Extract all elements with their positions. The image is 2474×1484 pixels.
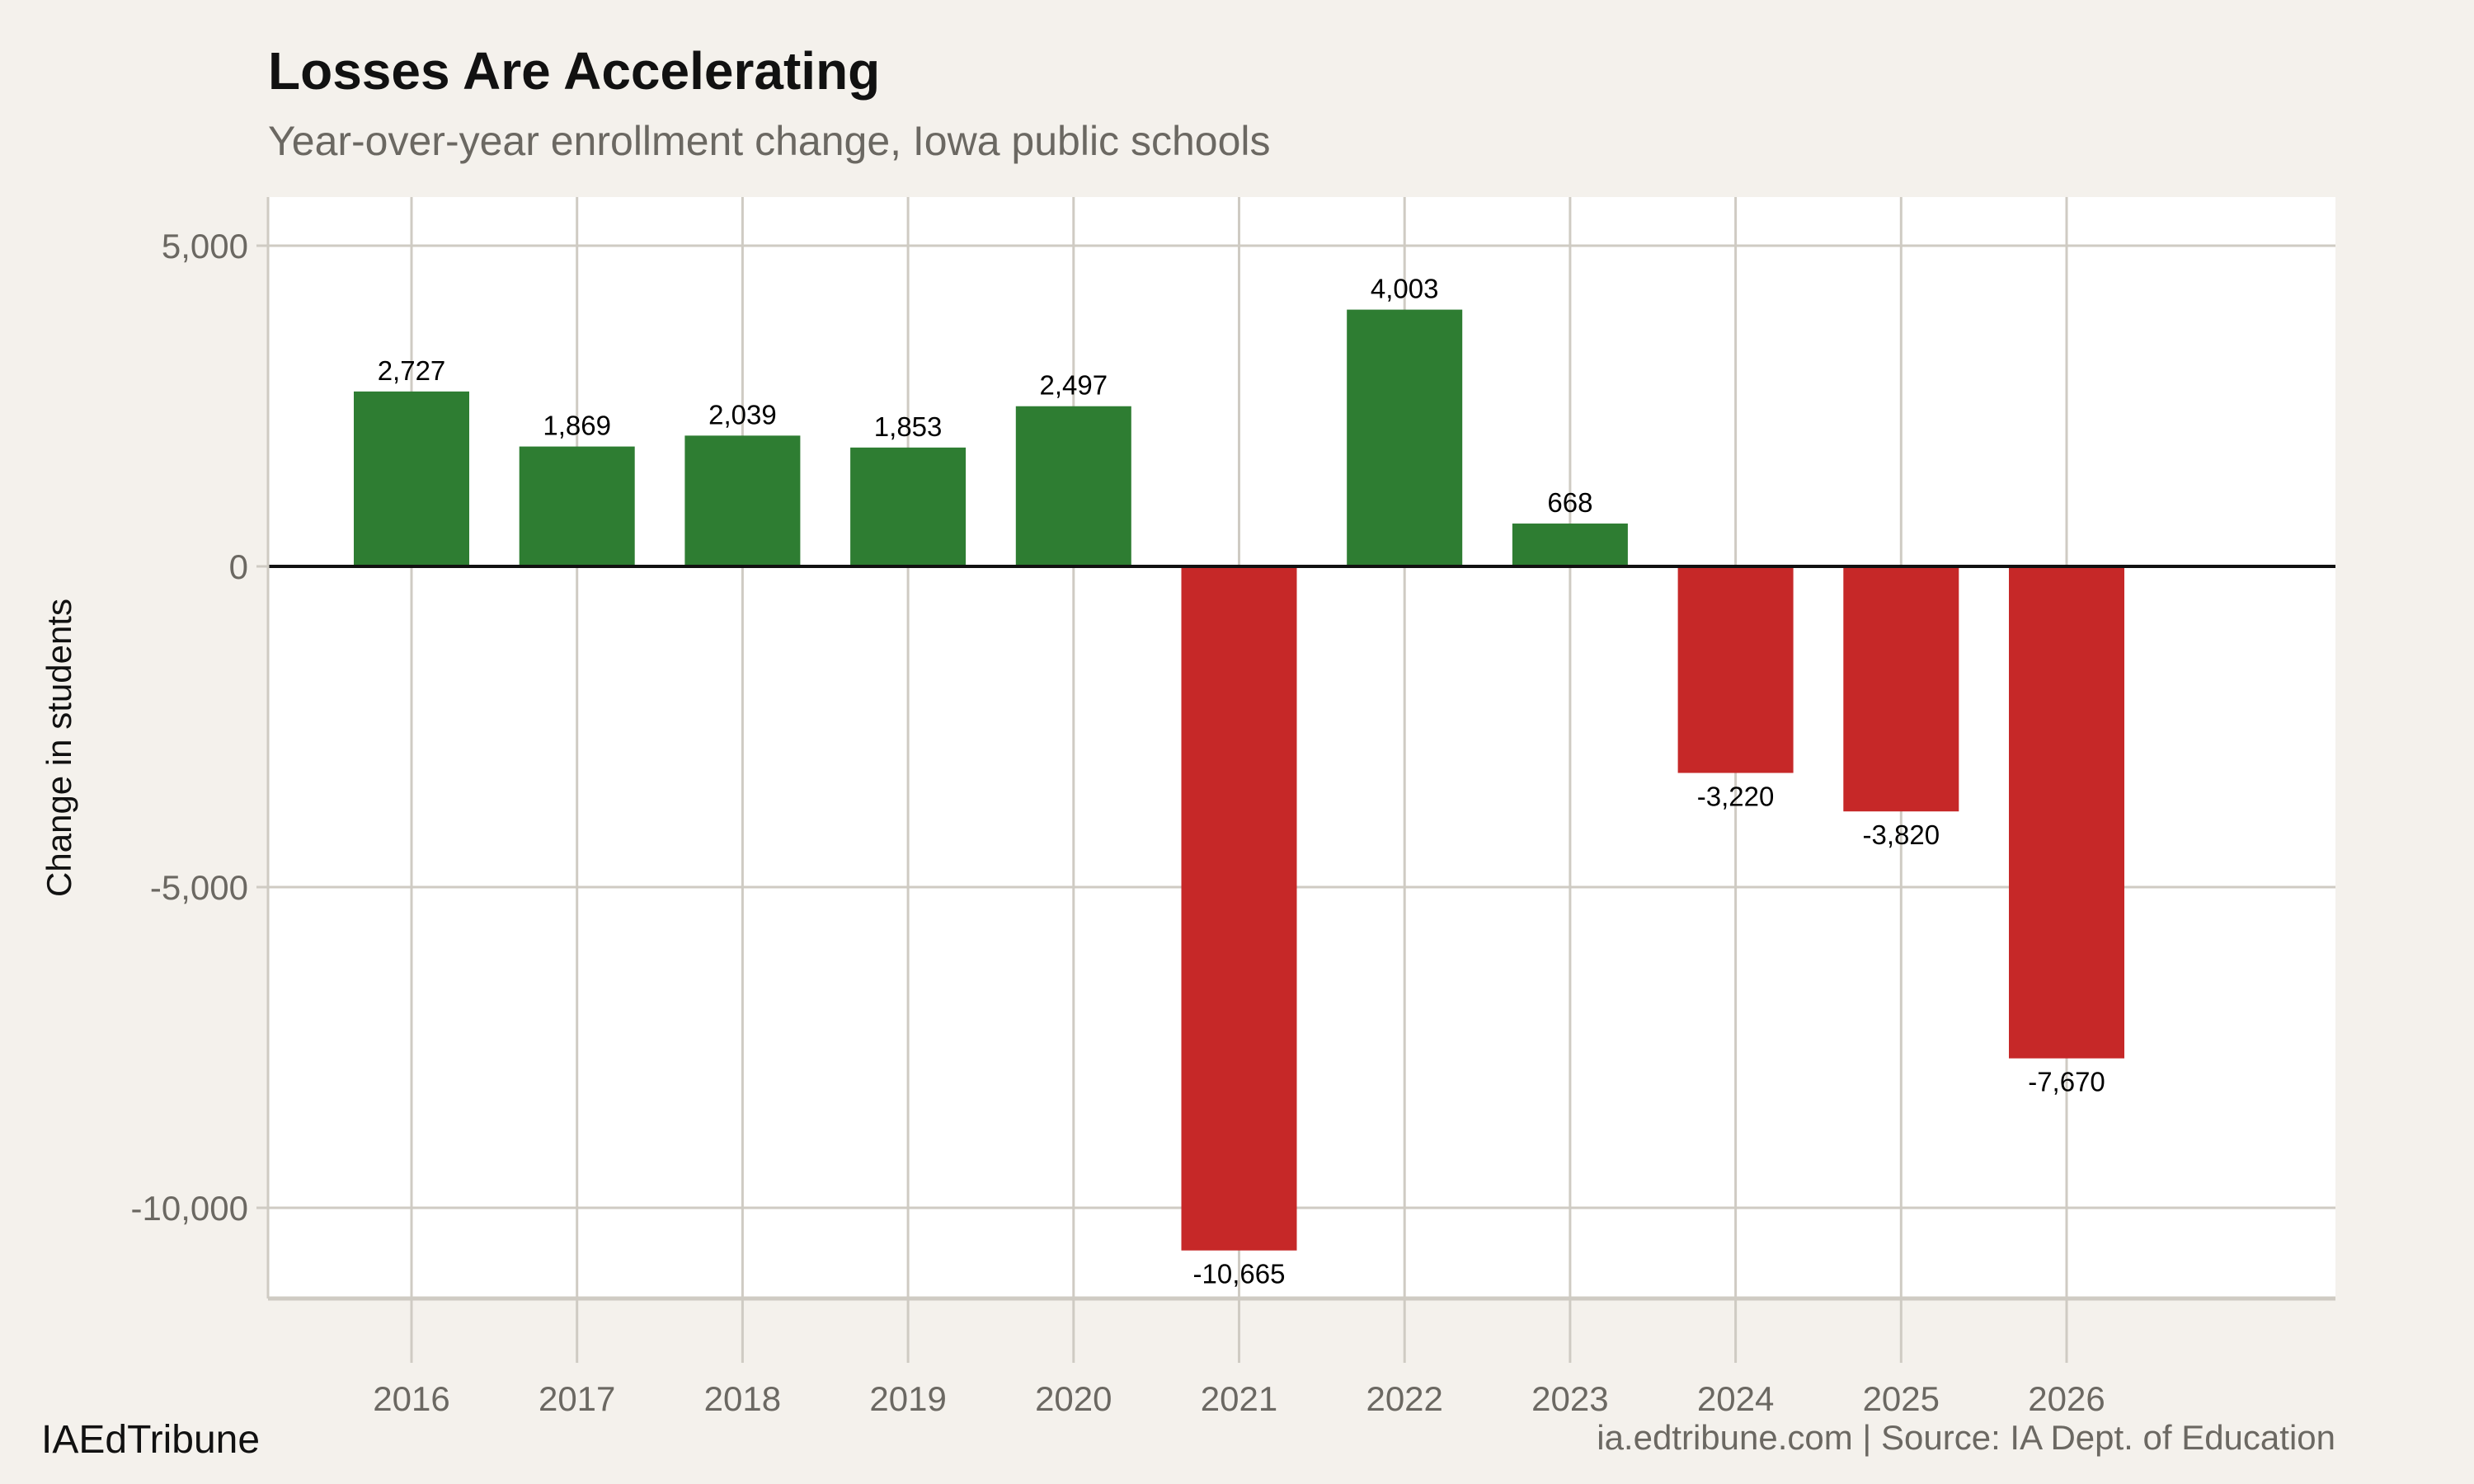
data-label-2016: 2,727 bbox=[378, 355, 446, 386]
x-tick-label: 2016 bbox=[373, 1379, 449, 1418]
data-label-2019: 1,853 bbox=[874, 411, 943, 442]
x-tick-label: 2025 bbox=[1863, 1379, 1940, 1418]
bar-2026 bbox=[2009, 566, 2124, 1059]
plot-panel bbox=[268, 197, 2335, 1298]
data-label-2025: -3,820 bbox=[1863, 819, 1940, 850]
bar-2018 bbox=[684, 435, 801, 566]
data-labels: 2,727 1,869 2,039 1,853 2,497 -10,665 4,003 668… bbox=[378, 274, 2105, 1289]
bar-2016 bbox=[354, 391, 469, 566]
brand-logo-text: IAEdTribune bbox=[41, 1418, 260, 1462]
data-label-2024: -3,220 bbox=[1697, 782, 1775, 812]
bar-2019 bbox=[850, 447, 967, 566]
x-tick-label: 2019 bbox=[869, 1379, 946, 1418]
x-tick-label: 2017 bbox=[539, 1379, 615, 1418]
x-tick-label: 2026 bbox=[2028, 1379, 2105, 1418]
data-label-2023: 668 bbox=[1547, 487, 1592, 518]
chart-subtitle: Year-over-year enrollment change, Iowa p… bbox=[268, 118, 1270, 164]
source-note: ia.edtribune.com | Source: IA Dept. of E… bbox=[1597, 1418, 2335, 1457]
bar-2020 bbox=[1015, 406, 1131, 566]
y-tick-label: 0 bbox=[229, 547, 248, 586]
y-tick-label: -10,000 bbox=[131, 1189, 248, 1228]
bar-2023 bbox=[1512, 524, 1628, 566]
y-axis-title: Change in students bbox=[40, 599, 78, 897]
data-label-2021: -10,665 bbox=[1193, 1259, 1286, 1289]
axes: 5,000 0 -5,000 -10,000 2016 2017 2018 2019 2020 2… bbox=[131, 197, 2335, 1418]
data-label-2017: 1,869 bbox=[543, 411, 611, 441]
chart-title: Losses Are Accelerating bbox=[268, 41, 880, 101]
x-tick-label: 2022 bbox=[1366, 1379, 1442, 1418]
data-label-2018: 2,039 bbox=[708, 399, 777, 430]
x-tick-label: 2024 bbox=[1697, 1379, 1774, 1418]
bar-2025 bbox=[1843, 566, 1959, 812]
bar-2017 bbox=[519, 446, 635, 566]
x-tick-label: 2023 bbox=[1531, 1379, 1608, 1418]
bars bbox=[354, 309, 2124, 1251]
x-tick-label: 2021 bbox=[1201, 1379, 1277, 1418]
bar-2022 bbox=[1347, 309, 1463, 566]
bar-2024 bbox=[1677, 566, 1794, 773]
bar-2021 bbox=[1181, 566, 1297, 1251]
data-label-2020: 2,497 bbox=[1040, 370, 1108, 401]
x-tick-label: 2018 bbox=[704, 1379, 781, 1418]
y-tick-label: 5,000 bbox=[162, 227, 248, 265]
data-label-2022: 4,003 bbox=[1371, 274, 1439, 304]
data-label-2026: -7,670 bbox=[2028, 1067, 2105, 1097]
y-tick-label: -5,000 bbox=[150, 868, 248, 907]
x-tick-label: 2020 bbox=[1035, 1379, 1112, 1418]
